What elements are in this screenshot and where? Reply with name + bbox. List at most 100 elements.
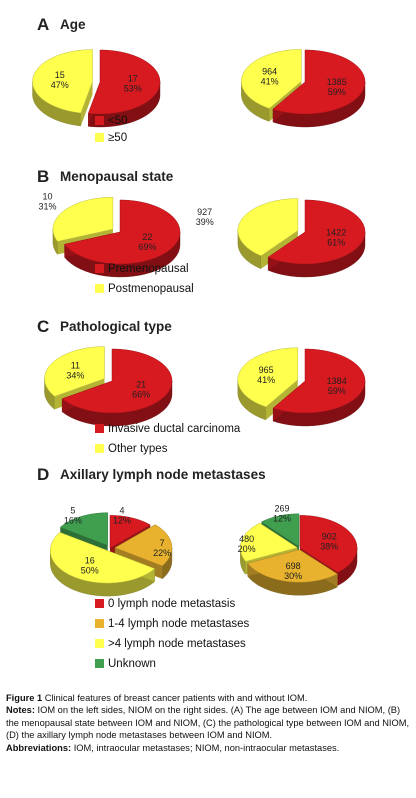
pie-slice-postmenopausal: [52, 196, 114, 242]
slice-value-label: 4: [119, 505, 124, 515]
legend-item: Other types: [95, 443, 168, 455]
legend-swatch: [95, 599, 104, 608]
panel-letter: B: [37, 167, 49, 186]
slice-percent-label: 59%: [328, 87, 346, 97]
slice-value-label: 965: [259, 365, 274, 375]
pie-slice-50: [32, 49, 93, 114]
pie-slice-50: [272, 49, 366, 115]
slice-percent-label: 12%: [113, 515, 131, 525]
pie-slice-50: [241, 49, 302, 109]
legend-item: Postmenopausal: [95, 283, 194, 295]
slice-percent-label: 69%: [138, 242, 156, 252]
pie-slice-postmenopausal: [237, 198, 299, 257]
slice-value-label: 5: [70, 506, 75, 516]
slice-percent-label: 22%: [153, 548, 171, 558]
legend-swatch: [95, 133, 104, 142]
panel-title: Age: [60, 17, 86, 32]
pie-slice-premenopausal: [267, 199, 366, 265]
caption-abbreviations-line: Abbreviations: IOM, intraocular metastas…: [6, 742, 410, 754]
legend-swatch: [95, 639, 104, 648]
panel-letter: A: [37, 15, 49, 34]
panel-letter: C: [37, 317, 49, 336]
slice-value-label: 1384: [327, 376, 347, 386]
legend-swatch: [95, 424, 104, 433]
caption-notes-line: Notes: IOM on the left sides, NIOM on th…: [6, 704, 410, 741]
slice-percent-label: 47%: [51, 80, 69, 90]
slice-value-label: 269: [274, 504, 289, 514]
legend-swatch: [95, 619, 104, 628]
slice-value-label: 902: [322, 532, 337, 542]
legend-label: Invasive ductal carcinoma: [108, 423, 241, 435]
slice-percent-label: 39%: [196, 217, 214, 227]
slice-percent-label: 34%: [66, 370, 84, 380]
pie-slice-other-types: [44, 346, 105, 397]
slice-value-label: 480: [239, 534, 254, 544]
pie-slice-unknown: [59, 512, 108, 546]
pie-slice-0-lymph-node-metastasis: [299, 515, 358, 573]
slice-value-label: 7: [160, 538, 165, 548]
slice-percent-label: 61%: [327, 238, 345, 248]
slice-percent-label: 53%: [124, 84, 142, 94]
legend-swatch: [95, 264, 104, 273]
slice-value-label: 964: [262, 67, 277, 77]
legend-label: Other types: [108, 443, 168, 455]
slice-value-label: 10: [42, 191, 52, 201]
abbreviations-text: IOM, intraocular metastases; NIOM, non-i…: [73, 742, 340, 753]
panel-title: Menopausal state: [60, 169, 174, 184]
slice-value-label: 927: [197, 207, 212, 217]
pie-slice-1-4-lymph-node-metastases: [114, 524, 173, 567]
pie-slice-50: [87, 49, 161, 115]
legend-label: Premenopausal: [108, 263, 189, 275]
pie-slice-4-lymph-node-metastases: [49, 532, 156, 584]
legend-swatch: [95, 116, 104, 125]
pie-slice-invasive-ductal-carcinoma: [61, 348, 173, 414]
slice-percent-label: 41%: [257, 375, 275, 385]
slice-value-label: 17: [128, 74, 138, 84]
legend-label: 0 lymph node metastasis: [108, 598, 235, 610]
slice-value-label: 15: [55, 70, 65, 80]
legend-item: 1-4 lymph node metastases: [95, 618, 250, 630]
abbreviations-label: Abbreviations:: [6, 742, 72, 753]
legend-item: Premenopausal: [95, 263, 189, 275]
pie-slice-0-lymph-node-metastasis: [109, 515, 151, 549]
pie-slice-4-lymph-node-metastases: [240, 522, 298, 562]
legend-label: >4 lymph node metastases: [108, 638, 246, 650]
notes-label: Notes:: [6, 705, 35, 716]
slice-percent-label: 20%: [238, 544, 256, 554]
legend-swatch: [95, 284, 104, 293]
pie-slice-premenopausal: [64, 199, 181, 265]
pie-slice-1-4-lymph-node-metastases: [247, 549, 338, 583]
slice-percent-label: 50%: [81, 565, 99, 575]
legend-item: Unknown: [95, 658, 156, 670]
slice-percent-label: 38%: [320, 542, 338, 552]
slice-value-label: 16: [85, 555, 95, 565]
slice-percent-label: 41%: [261, 77, 279, 87]
pie-slice-invasive-ductal-carcinoma: [272, 348, 366, 414]
slice-percent-label: 30%: [284, 571, 302, 581]
caption-title-line: Figure 1 Clinical features of breast can…: [6, 692, 410, 704]
legend-label: 1-4 lymph node metastases: [108, 618, 250, 630]
slice-value-label: 22: [142, 232, 152, 242]
pie-slice-unknown: [260, 513, 300, 547]
pie-slice-other-types: [237, 347, 299, 408]
figure-label: Figure 1: [6, 693, 43, 703]
legend-item: <50: [95, 115, 128, 127]
slice-value-label: 11: [71, 360, 80, 370]
legend-item: ≥50: [95, 132, 127, 144]
slice-value-label: 1385: [327, 77, 347, 87]
slice-value-label: 1422: [326, 228, 346, 238]
panel-d: D Axillary lymph node metastases412%722%1…: [37, 465, 358, 670]
pie-slice-edge: [80, 81, 93, 126]
panel-letter: D: [37, 465, 49, 484]
slice-percent-label: 12%: [273, 514, 291, 524]
